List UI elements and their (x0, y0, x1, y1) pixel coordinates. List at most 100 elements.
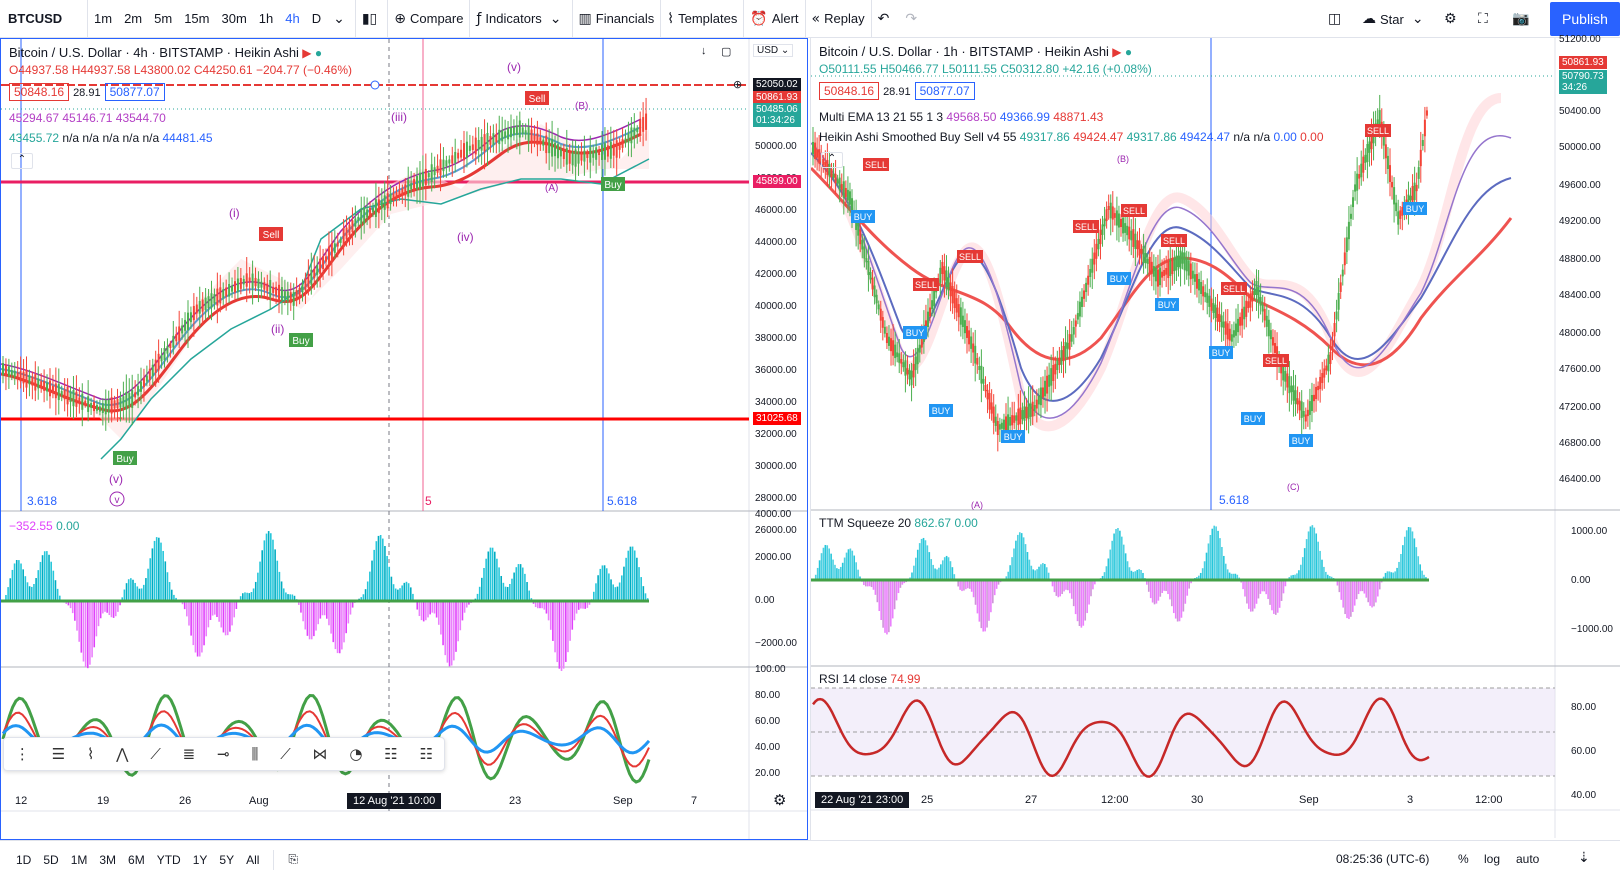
interval-5m[interactable]: 5m (154, 11, 173, 26)
histogram-bar (334, 601, 337, 650)
histogram-bar (816, 567, 819, 580)
histogram-bar (95, 601, 98, 637)
chart-type-button[interactable]: ▮▯ (356, 0, 387, 38)
alert-button[interactable]: ⏰ Alert (744, 0, 804, 38)
candle-body (1274, 343, 1276, 353)
templates-button[interactable]: ⌇ Templates (661, 0, 743, 38)
histogram-bar (84, 601, 87, 668)
bid-price-box[interactable]: 50848.16 (819, 82, 880, 100)
star-button[interactable]: ☁ Star ⌄ (1362, 0, 1428, 38)
histogram-bar (859, 576, 861, 580)
candle-body (468, 145, 471, 151)
settings-button[interactable]: ⚙ (1444, 0, 1461, 38)
interval-4h[interactable]: 4h (285, 11, 300, 26)
add-alert-icon[interactable]: ⊕ (733, 78, 743, 91)
ray-tool-icon[interactable]: ⟋ (280, 745, 291, 763)
range-1m[interactable]: 1M (70, 852, 88, 867)
log-toggle[interactable]: log (1484, 852, 1501, 866)
right-chart-pane[interactable]: SELL BUY SELL BUY SELL BUY BUY SELL SELL… (810, 34, 1620, 840)
histogram-bar (899, 580, 902, 588)
candle-body (25, 369, 28, 388)
left-chart-canvas[interactable]: Buy Buy Sell Sell Buy (v) v (i) (ii) (ii… (1, 39, 807, 841)
date-range-button[interactable]: ⎘ (282, 852, 304, 867)
snapshot-button[interactable]: 📷 (1512, 0, 1533, 38)
settings-tool-icon[interactable]: ☷ (419, 745, 434, 763)
trendline-tool-icon[interactable]: ⟋ (150, 745, 161, 763)
range-5y[interactable]: 5Y (219, 852, 235, 867)
range-tool-icon[interactable]: ☷ (384, 745, 398, 763)
chart-settings-icon[interactable]: ⚙ (773, 791, 787, 809)
candle-body (389, 193, 392, 205)
layout-button[interactable]: ◫ (1328, 0, 1345, 38)
interval-1m[interactable]: 1m (94, 11, 113, 26)
currency-select[interactable]: USD ⌄ (753, 44, 794, 57)
histogram-bar (265, 533, 268, 601)
histogram-bar (117, 601, 119, 612)
gann-tool-icon[interactable]: ◔ (349, 745, 363, 763)
abcd-tool-icon[interactable]: ⋀ (116, 745, 129, 763)
left-chart-pane[interactable]: Buy Buy Sell Sell Buy (v) v (i) (ii) (ii… (0, 38, 808, 840)
indicators-button[interactable]: ƒ Indicators ⌄ (470, 0, 571, 38)
interval-1h[interactable]: 1h (258, 11, 274, 26)
range-5d[interactable]: 5D (43, 852, 59, 867)
histogram-bar (440, 601, 442, 635)
range-3m[interactable]: 3M (99, 852, 117, 867)
right-chart-canvas[interactable]: SELL BUY SELL BUY SELL BUY BUY SELL SELL… (811, 38, 1620, 840)
replay-button[interactable]: «Replay (806, 0, 871, 38)
candle-body (339, 238, 342, 243)
candle-body (1313, 394, 1316, 402)
resize-handle-icon[interactable]: ⇣ (1578, 850, 1590, 866)
histogram-bar (1407, 526, 1410, 580)
histogram-bar (478, 586, 481, 601)
interval-dropdown[interactable]: ⌄ (327, 0, 355, 38)
right-bid-ask: 50848.16 28.91 50877.07 (819, 82, 979, 100)
candle-body (333, 243, 336, 253)
histogram-bar (1042, 563, 1044, 580)
financials-button[interactable]: ▥ Financials (573, 0, 661, 38)
publish-button[interactable]: Publish (1550, 2, 1620, 36)
clock-label[interactable]: 08:25:36 (UTC-6) (1336, 852, 1430, 866)
collapse-legend-button[interactable]: ⌃ (11, 153, 33, 169)
interval-d[interactable]: D (311, 11, 322, 26)
candle-body (424, 168, 427, 186)
symbol-search[interactable]: BTCUSD (0, 0, 88, 38)
histogram-bar (444, 601, 447, 656)
histogram-bar (537, 601, 539, 609)
scroll-down-button[interactable]: ↓ (701, 45, 707, 57)
fullscreen-button[interactable]: ⛶ (1478, 0, 1492, 38)
fib-tool-icon[interactable]: ≣ (182, 745, 196, 763)
collapse-legend-button[interactable]: ⌃ (821, 152, 843, 168)
range-6m[interactable]: 6M (128, 852, 145, 867)
range-1y[interactable]: 1Y (192, 852, 208, 867)
undo-button[interactable]: ↶ (872, 0, 900, 38)
range-ytd[interactable]: YTD (156, 852, 181, 867)
drag-handle-icon[interactable]: ⋮ (14, 745, 30, 763)
lines-tool-icon[interactable]: ☰ (51, 745, 66, 763)
ask-price-box[interactable]: 50877.07 (104, 83, 165, 101)
ask-price-box[interactable]: 50877.07 (914, 82, 975, 100)
candle-body (1362, 156, 1365, 173)
bars-tool-icon[interactable]: ⫼ (251, 745, 259, 763)
candle-body (1292, 385, 1295, 401)
histogram-bar (1357, 580, 1360, 595)
xabcd-tool-icon[interactable]: ⋈ (312, 745, 328, 763)
interval-15m[interactable]: 15m (184, 11, 210, 26)
range-all[interactable]: All (246, 852, 260, 867)
interval-30m[interactable]: 30m (221, 11, 247, 26)
histogram-bar (586, 601, 589, 608)
bid-price-box[interactable]: 50848.16 (9, 83, 70, 101)
histogram-bar (136, 586, 139, 601)
auto-toggle[interactable]: auto (1516, 852, 1540, 866)
range-1d[interactable]: 1D (16, 852, 32, 867)
histogram-bar (18, 560, 20, 601)
histogram-bar (1167, 580, 1169, 595)
hline-tool-icon[interactable]: ⊸ (217, 745, 230, 763)
pattern-tool-icon[interactable]: ⌇ (87, 745, 95, 763)
redo-button[interactable]: ↷ (899, 0, 927, 38)
histogram-bar (362, 594, 365, 601)
interval-2m[interactable]: 2m (124, 11, 143, 26)
candle-body (984, 384, 987, 392)
percent-toggle[interactable]: % (1458, 852, 1469, 866)
compare-button[interactable]: ⊕ Compare (388, 0, 469, 38)
maximize-button[interactable]: ▢ (721, 45, 731, 58)
